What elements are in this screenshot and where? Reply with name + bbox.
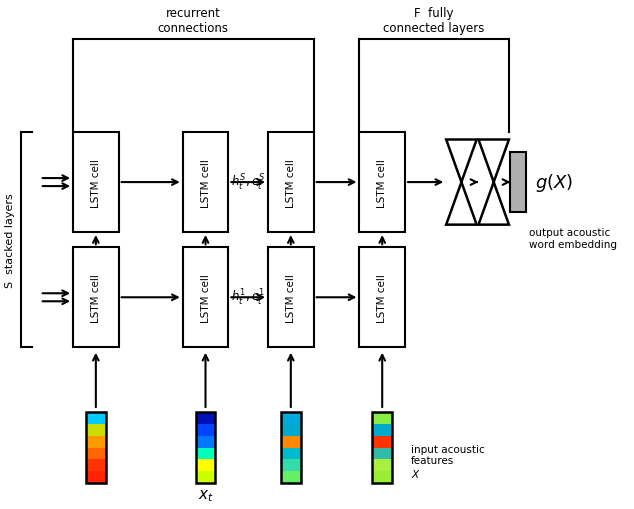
Bar	[281, 413, 301, 425]
Bar	[268, 248, 314, 348]
Bar	[281, 471, 301, 483]
Bar	[86, 459, 106, 471]
Bar	[86, 447, 106, 459]
Text: $g(X)$: $g(X)$	[535, 172, 573, 194]
Bar	[281, 436, 301, 447]
Text: LSTM cell: LSTM cell	[286, 158, 296, 207]
Text: LSTM cell: LSTM cell	[377, 158, 387, 207]
Text: $x_t$: $x_t$	[198, 488, 214, 503]
Bar	[372, 459, 392, 471]
Text: recurrent
connections: recurrent connections	[158, 7, 229, 35]
Bar	[196, 447, 216, 459]
Bar	[86, 471, 106, 483]
Bar	[196, 471, 216, 483]
Bar	[372, 413, 392, 483]
Bar	[372, 436, 392, 447]
Bar	[86, 413, 106, 425]
Text: S  stacked layers: S stacked layers	[5, 193, 15, 288]
Bar	[86, 436, 106, 447]
Bar	[183, 248, 228, 348]
Bar	[73, 248, 119, 348]
Bar	[372, 447, 392, 459]
Text: $h_t^S, c_t^S$: $h_t^S, c_t^S$	[231, 173, 266, 193]
Text: LSTM cell: LSTM cell	[91, 273, 101, 322]
Bar	[73, 133, 119, 233]
Bar	[372, 413, 392, 425]
Bar	[281, 459, 301, 471]
Text: $h_t^1, c_t^1$: $h_t^1, c_t^1$	[231, 288, 265, 308]
Text: LSTM cell: LSTM cell	[377, 273, 387, 322]
Bar	[372, 425, 392, 436]
Bar	[196, 413, 216, 425]
Text: LSTM cell: LSTM cell	[200, 273, 210, 322]
Text: LSTM cell: LSTM cell	[200, 158, 210, 207]
Bar	[359, 133, 405, 233]
Bar	[359, 248, 405, 348]
Bar	[196, 459, 216, 471]
Text: LSTM cell: LSTM cell	[286, 273, 296, 322]
Text: input acoustic
features
$X$: input acoustic features $X$	[411, 444, 485, 479]
Bar	[372, 471, 392, 483]
Polygon shape	[479, 140, 509, 225]
Text: output acoustic
word embedding: output acoustic word embedding	[529, 228, 617, 249]
Bar	[196, 413, 216, 483]
Bar	[281, 425, 301, 436]
Bar	[281, 447, 301, 459]
Text: F  fully
connected layers: F fully connected layers	[384, 7, 485, 35]
Bar	[196, 425, 216, 436]
Bar	[281, 413, 301, 483]
Bar	[86, 425, 106, 436]
Bar	[183, 133, 228, 233]
Bar	[268, 133, 314, 233]
Bar	[510, 153, 526, 213]
Bar	[196, 436, 216, 447]
Polygon shape	[446, 140, 477, 225]
Text: LSTM cell: LSTM cell	[91, 158, 101, 207]
Bar	[86, 413, 106, 483]
